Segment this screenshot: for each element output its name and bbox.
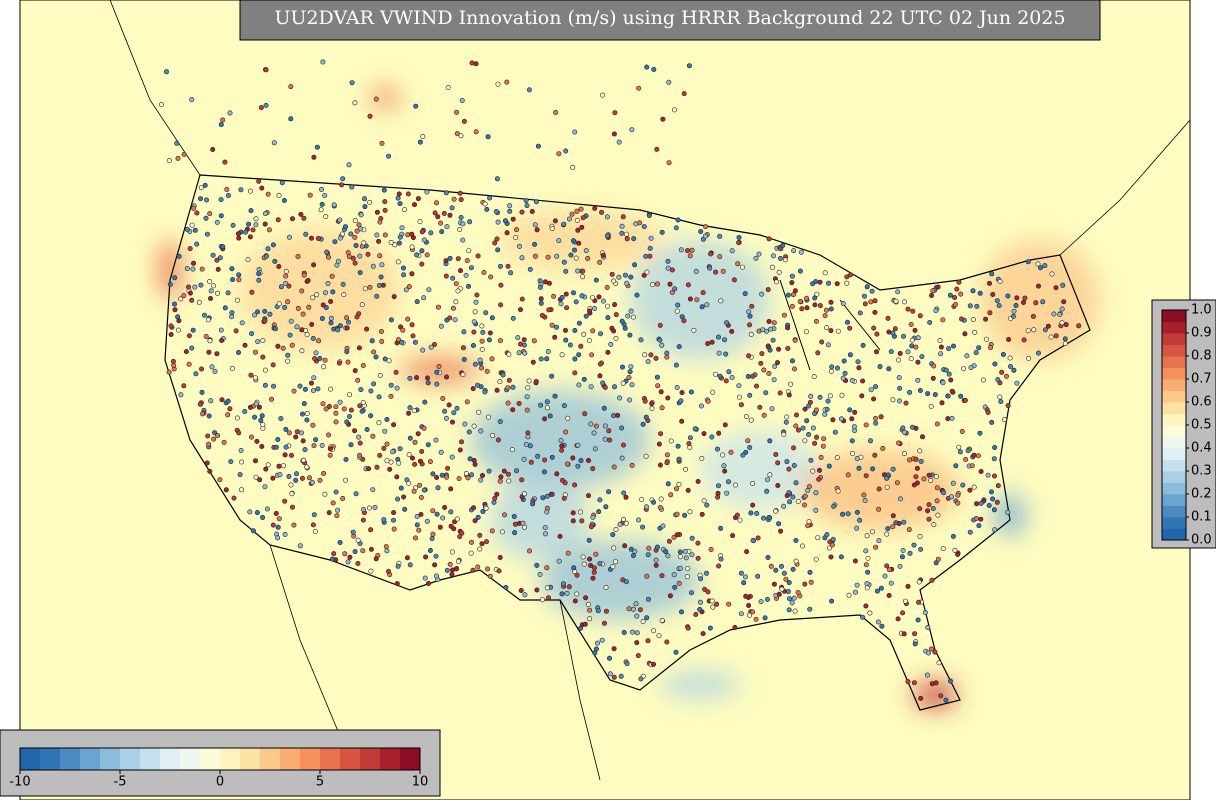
color-segment xyxy=(100,748,121,770)
color-segment xyxy=(1162,413,1186,426)
color-segment xyxy=(300,748,321,770)
tick-label: 5 xyxy=(316,775,324,790)
color-segment xyxy=(1162,321,1186,334)
v-colorbar: 0.0 0.1 0.2 0.3 0.4 0.5 0.6 0.7 0.8 0.9 1.0 xyxy=(1161,303,1212,548)
color-segment xyxy=(340,748,361,770)
tick-label: 0.5 xyxy=(1191,418,1212,433)
color-segment xyxy=(220,748,241,770)
title: UU2DVAR VWIND Innovation (m/s) using HRR… xyxy=(274,7,1065,29)
color-segment xyxy=(1162,379,1186,391)
color-segment xyxy=(120,748,141,770)
color-segment xyxy=(1162,448,1186,460)
tick-label: 0.2 xyxy=(1191,487,1212,502)
color-segment xyxy=(1162,459,1186,472)
h-colorbar: -10 -5 0 5 10 xyxy=(9,747,429,790)
tick-label: 0.3 xyxy=(1191,464,1212,479)
color-segment xyxy=(260,748,281,770)
tick-label: -5 xyxy=(114,775,127,790)
color-segment xyxy=(1162,471,1186,483)
color-segment xyxy=(400,748,421,770)
tick-label: 0 xyxy=(216,775,224,790)
tick-label: 0.7 xyxy=(1191,372,1212,387)
color-segment xyxy=(1162,505,1186,518)
color-segment xyxy=(280,748,301,770)
color-segment xyxy=(1162,494,1186,506)
observation-dots xyxy=(159,59,1082,703)
tick-label: 10 xyxy=(412,775,429,790)
color-segment xyxy=(1162,344,1186,357)
tick-label: -10 xyxy=(9,775,30,790)
color-segment xyxy=(180,748,201,770)
title-box xyxy=(239,0,1101,41)
color-segment xyxy=(160,748,181,770)
color-segment xyxy=(320,748,341,770)
tick-label: 0.1 xyxy=(1191,510,1212,525)
color-segment xyxy=(1162,402,1186,414)
color-segment xyxy=(20,748,41,770)
color-segment xyxy=(1162,367,1186,380)
color-segment xyxy=(80,748,101,770)
color-segment xyxy=(240,748,261,770)
tick-label: 0.8 xyxy=(1191,349,1212,364)
color-segment xyxy=(1162,517,1186,529)
color-segment xyxy=(1162,425,1186,437)
coastlines xyxy=(109,0,1191,781)
tick-label: 0.4 xyxy=(1191,441,1212,456)
color-segment xyxy=(360,748,381,770)
color-segment xyxy=(1162,482,1186,495)
color-segment xyxy=(1162,333,1186,345)
tick-label: 0.0 xyxy=(1191,533,1212,548)
color-segment xyxy=(380,748,401,770)
color-segment xyxy=(140,748,161,770)
tick-label: 0.6 xyxy=(1191,395,1212,410)
color-segment xyxy=(1162,356,1186,368)
color-segment xyxy=(1162,528,1186,541)
color-segment xyxy=(1162,390,1186,403)
tick-label: 0.9 xyxy=(1191,326,1212,341)
color-segment xyxy=(1162,436,1186,449)
color-segment xyxy=(1162,310,1186,322)
tick-label: 1.0 xyxy=(1191,303,1212,318)
color-segment xyxy=(40,748,61,770)
color-segment xyxy=(200,748,221,770)
color-segment xyxy=(60,748,81,770)
